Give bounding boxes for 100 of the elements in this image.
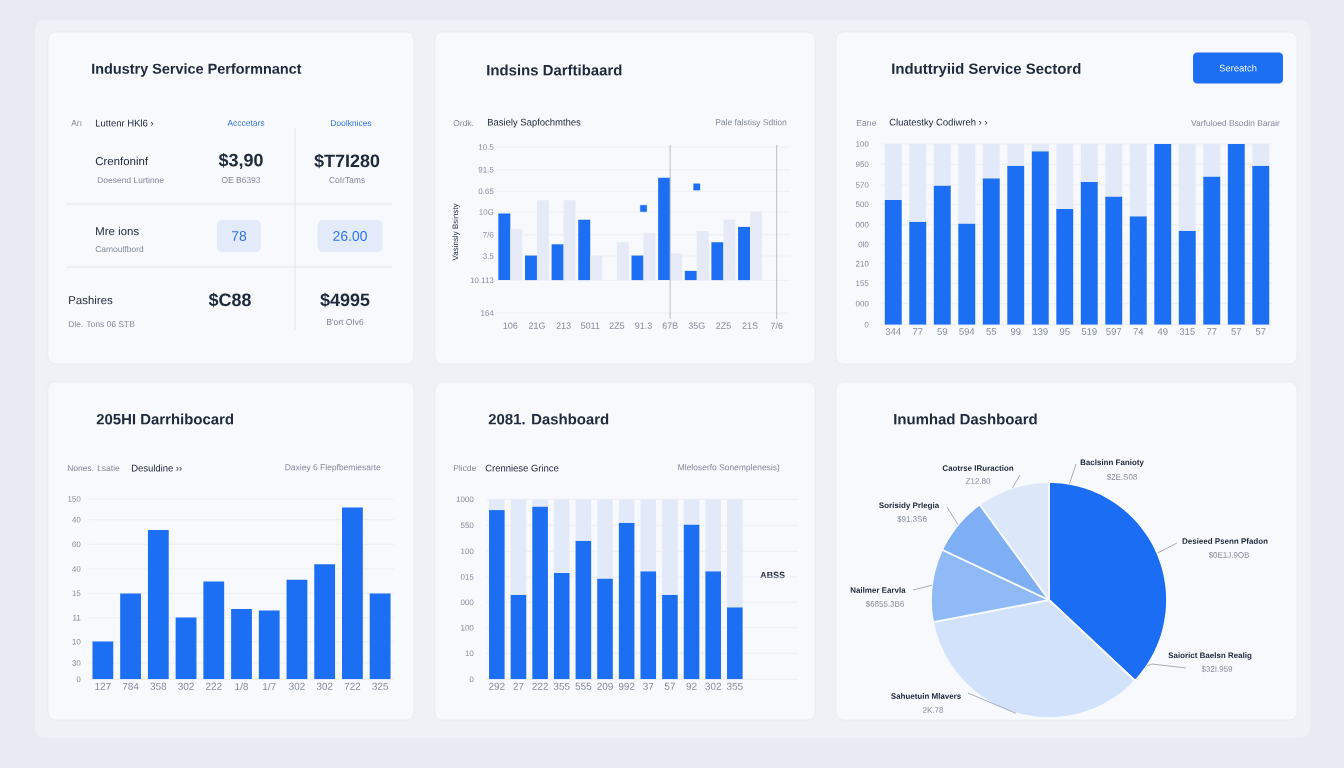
x-tick-label: 302 [705,682,722,690]
chart-subtitle: Crenniese Grince [485,464,559,472]
x-tick-label: 213 [556,322,571,329]
bar [524,255,537,281]
bar [750,211,763,281]
x-tick-label: 784 [122,682,139,690]
text: Arı [71,120,82,126]
bar [575,540,592,680]
bar [884,200,902,325]
bar [933,185,951,325]
x-tick-label: 7/6 [770,322,783,330]
bar [982,178,1000,325]
text: Varfuloed Bsodin Barair [1191,119,1280,127]
text: Mleloserfo Sonemplenesis) [678,464,780,472]
x-tick-label: 77 [912,328,923,335]
x-tick-label: 355 [726,682,743,690]
x-tick-label: 344 [885,328,901,335]
bar [258,610,280,680]
x-tick-label: 315 [1179,328,1195,335]
bar [532,506,548,680]
text: Earıe [856,120,877,126]
x-tick-label: 27 [513,682,524,690]
bar [563,200,576,281]
chart-title: 2081. Dashboard [488,413,609,425]
bar [498,213,511,281]
bar [670,253,683,281]
bar [683,499,700,525]
chart-title: Indsins Darftibaard [487,64,622,76]
bar [1178,230,1196,325]
bar [618,499,635,523]
x-tick-label: 302 [289,682,305,690]
text: Luttenr HKl6 › [95,119,154,127]
bar [551,244,564,281]
x-tick-label: 555 [575,682,592,690]
x-tick-label: 127 [95,682,111,690]
bar [489,510,505,680]
text: Doesend Lurtinne [97,176,164,184]
bar [658,177,671,281]
text: Pashires [69,295,113,305]
bar [958,223,976,325]
chart-title: Inumhad Dashboard [894,413,1037,425]
x-tick-label: 358 [150,682,167,690]
bar [342,507,363,680]
x-tick-label: 222 [532,682,548,690]
bar [369,593,391,680]
text: Acccetars [227,120,265,126]
bar [640,571,657,680]
text: Daxiey 6 Flepfbemiesarte [285,464,381,472]
x-tick-label: 992 [618,682,635,690]
x-tick-label: 74 [1133,328,1144,335]
bar [314,564,336,680]
x-tick-label: 722 [344,682,361,690]
x-tick-label: 99 [1010,328,1021,335]
bar [1031,151,1049,325]
chart-subtitle: Desuldine ›› [131,464,182,472]
bar [1080,181,1098,325]
text: OE B6393 [221,177,261,183]
x-tick-label: 302 [316,682,333,690]
x-tick-label: 597 [1106,328,1122,335]
bar [662,594,678,680]
x-tick-label: 77 [1206,328,1217,335]
x-tick-label: 292 [489,682,505,690]
chart-subtitle: Basiely Sapfochmthes [487,118,581,128]
text: $T7I280 [314,153,380,169]
text: Camoulfbord [95,245,144,253]
bar [618,522,635,680]
bar [510,594,527,680]
text: Plicde [453,464,476,472]
text: Industry Service Performnanct [92,63,302,77]
x-tick-label: 2Z5 [609,322,625,329]
bar [684,270,697,281]
text: 26.00 [333,231,367,241]
bar [631,255,644,281]
bar [705,571,721,680]
text: Ordk. [453,119,474,127]
x-tick-label: 92 [686,682,697,690]
bar [203,581,225,680]
x-tick-label: 55 [986,328,997,335]
bar [231,608,252,680]
text: $3,90 [218,152,263,170]
bar [1007,165,1025,325]
x-tick-label: 95 [1059,328,1070,335]
bar [597,578,613,680]
x-tick-label: 519 [1081,328,1097,335]
text: B'ort OIv6 [327,319,364,325]
x-tick-label: 355 [553,682,570,690]
bar [1252,165,1270,325]
x-tick-label: 594 [959,328,975,335]
bar [1105,196,1123,325]
bar [1154,143,1172,325]
x-tick-label: 37 [643,682,654,690]
x-tick-label: 2Z5 [716,322,731,329]
x-tick-label: 139 [1033,328,1048,335]
bar [489,499,505,511]
bar [578,219,591,281]
bar [1227,143,1245,325]
bar [590,255,603,281]
x-tick-label: 67B [662,322,678,329]
chart-title: Induttryiid Service Sectord [892,63,1081,77]
x-tick-label: 106 [503,322,518,329]
